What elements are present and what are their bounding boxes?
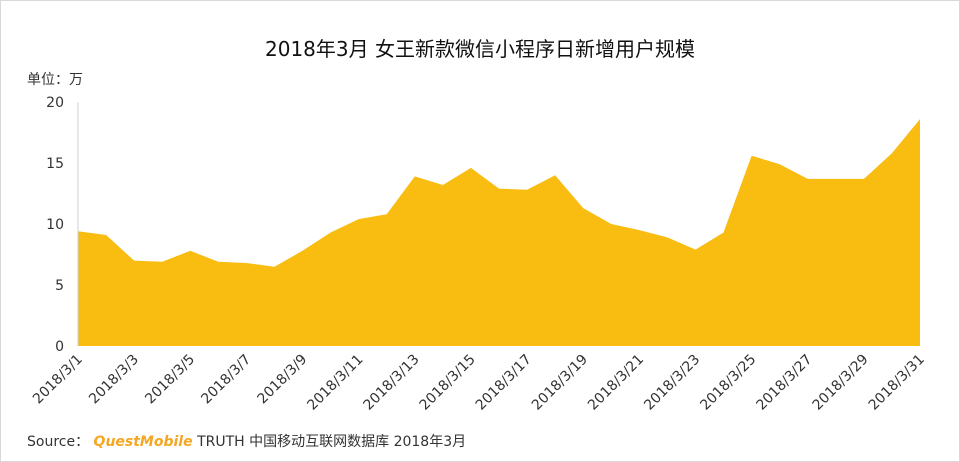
x-tick-label: 2018/3/27 [753,352,815,414]
x-tick-label: 2018/3/25 [697,352,759,414]
x-tick-label: 2018/3/23 [641,352,703,414]
x-tick-label: 2018/3/17 [473,352,535,414]
y-tick-label: 10 [46,217,64,233]
y-tick-label: 0 [55,339,64,355]
x-tick-label: 2018/3/11 [304,352,366,414]
y-tick-label: 15 [46,156,64,172]
x-tick-label: 2018/3/15 [417,352,479,414]
chart-title: 2018年3月 女王新款微信小程序日新增用户规模 [265,37,695,61]
source-prefix: Source： [27,434,90,450]
source-text: TRUTH 中国移动互联网数据库 2018年3月 [197,434,467,450]
x-tick-label: 2018/3/9 [255,352,311,408]
y-tick-label: 20 [46,95,64,111]
y-tick-label: 5 [55,278,64,294]
source-note: Source： QuestMobile TRUTH 中国移动互联网数据库 201… [27,431,466,451]
source-brand: QuestMobile [93,434,193,450]
x-tick-label: 2018/3/19 [529,352,591,414]
area-series [78,119,920,346]
x-tick-label: 2018/3/21 [585,352,647,414]
x-tick-label: 2018/3/5 [142,352,198,408]
x-tick-label: 2018/3/1 [30,352,86,408]
y-axis-unit-label: 单位：万 [27,72,83,88]
x-tick-label: 2018/3/3 [86,352,142,408]
area-chart: 0 5 10 15 20 2018/3/1 2018/3/3 2018/3/5 2018/3/7… [30,95,928,414]
x-tick-label: 2018/3/7 [198,352,254,408]
x-tick-label: 2018/3/31 [866,352,928,414]
x-tick-label: 2018/3/13 [361,352,423,414]
x-tick-label: 2018/3/29 [810,352,872,414]
